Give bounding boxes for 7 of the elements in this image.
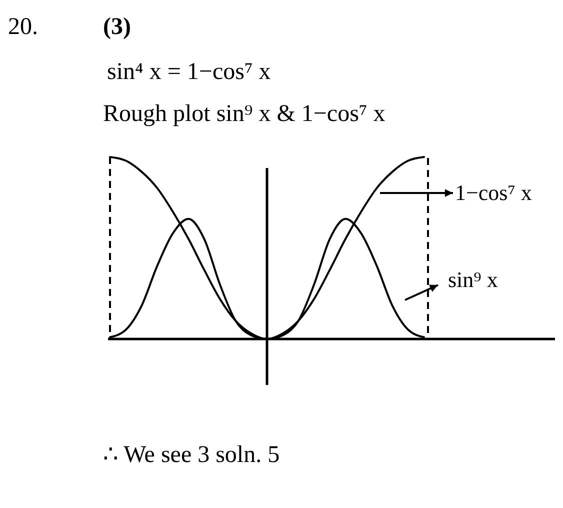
text: ∴ We see 3 soln. 5	[103, 442, 280, 468]
text: 20.	[8, 14, 38, 40]
legend-label: sin⁹ x	[448, 267, 498, 292]
text: sin⁴ x = 1−cos⁷ x	[107, 59, 271, 85]
legend-label: 1−cos⁷ x	[455, 180, 532, 205]
text: (3)	[103, 14, 131, 40]
chart-title: Rough plot sin⁹ x & 1−cos⁷ x	[103, 101, 386, 127]
